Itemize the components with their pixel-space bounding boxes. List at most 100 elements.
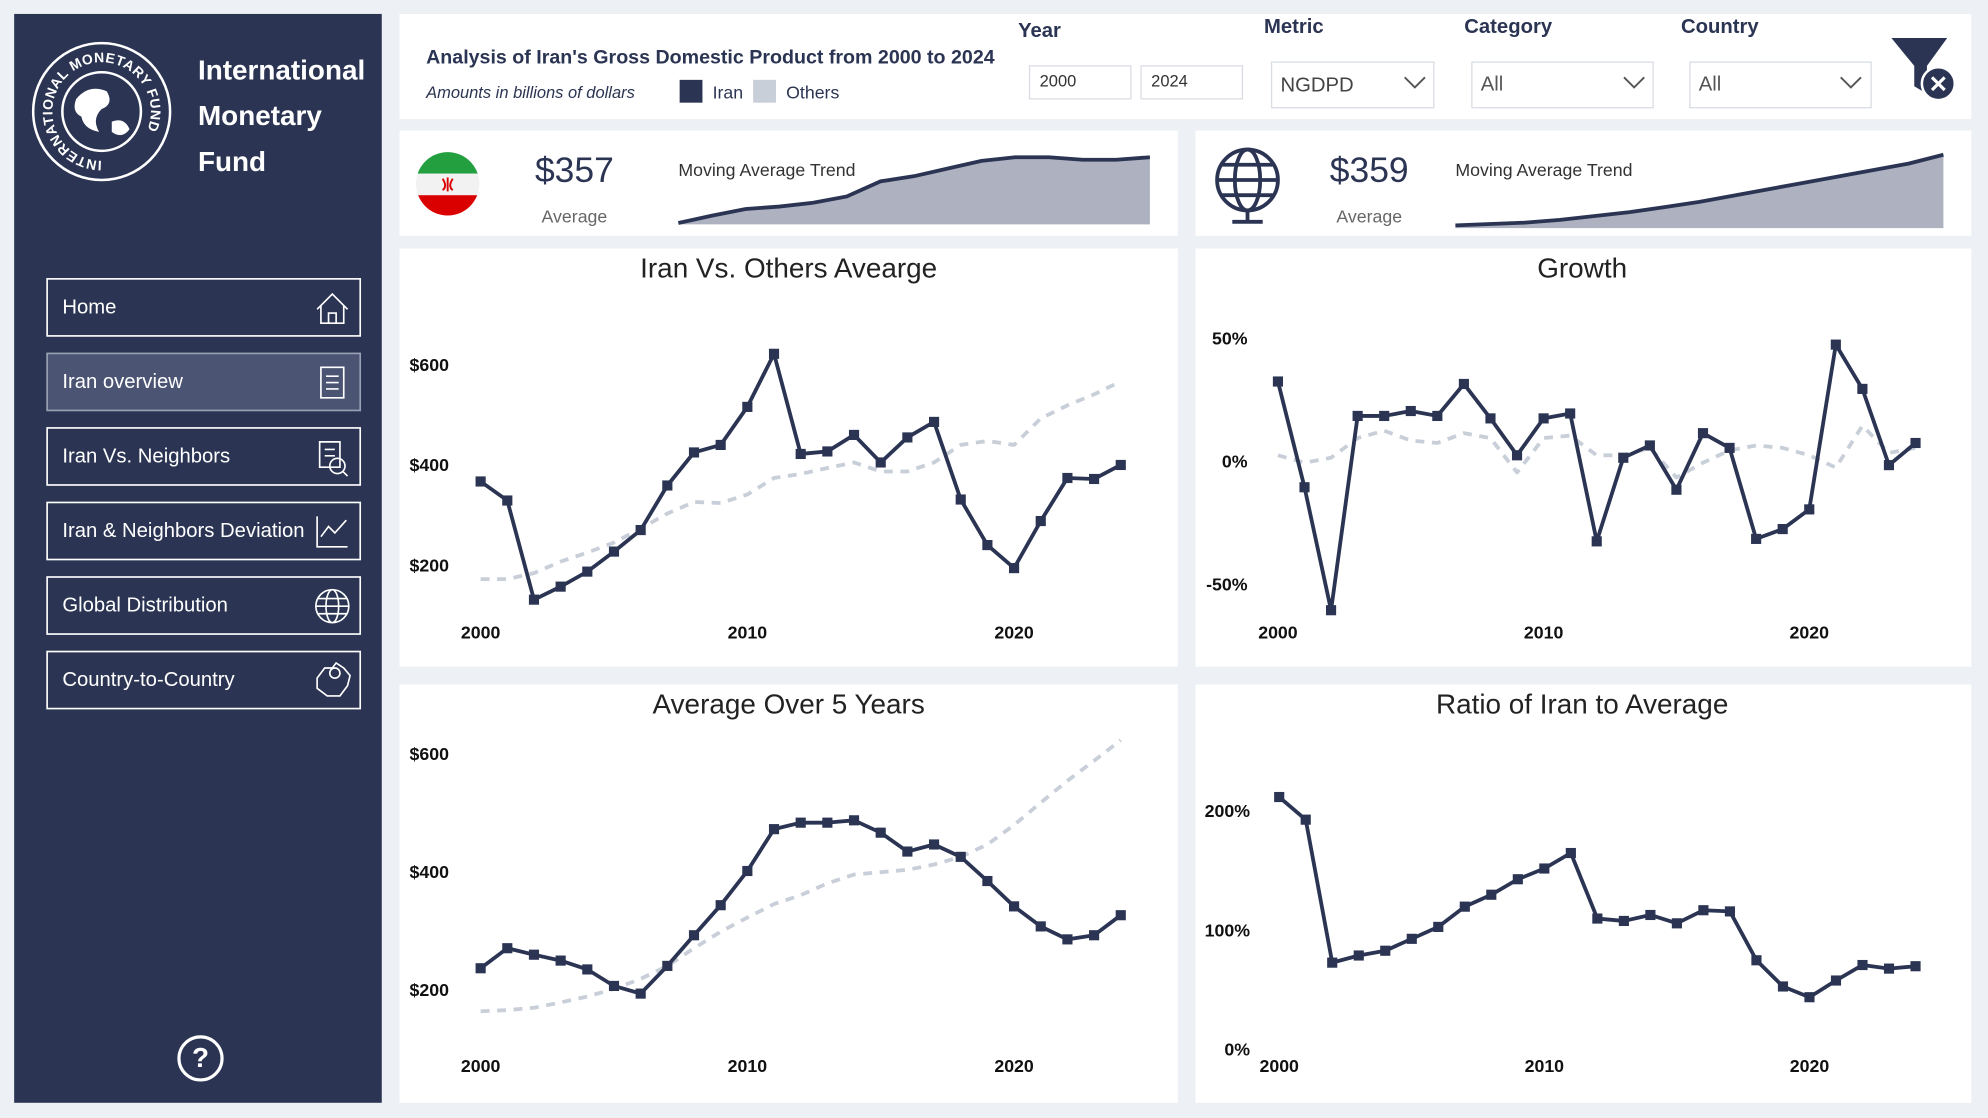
point-marker (1644, 440, 1655, 451)
point-marker (1777, 981, 1789, 992)
y-tick-label: 0% (1224, 1040, 1250, 1060)
category-value: All (1481, 73, 1504, 95)
point-marker (1751, 533, 1762, 544)
chart-panel (1195, 248, 1972, 667)
trend-title: Moving Average Trend (1455, 160, 1632, 180)
filter-label: Metric (1264, 16, 1324, 38)
point-marker (1035, 515, 1046, 527)
point-marker (1486, 889, 1497, 900)
point-marker (902, 846, 913, 857)
point-marker (1459, 901, 1470, 912)
filter-label: Category (1464, 16, 1553, 38)
y-tick-label: 200% (1205, 801, 1251, 821)
point-marker (1272, 376, 1284, 387)
point-marker (1485, 413, 1496, 424)
point-marker (1698, 905, 1709, 916)
nav-button[interactable] (46, 427, 362, 486)
point-marker (1857, 383, 1868, 394)
nav-button[interactable] (46, 501, 362, 561)
point-marker (1379, 410, 1390, 422)
point-marker (1511, 450, 1523, 461)
chevron (1840, 76, 1862, 89)
point-marker (928, 839, 940, 850)
year-to-input[interactable] (1140, 65, 1244, 100)
y-tick-label: 0% (1222, 451, 1248, 471)
y-tick-label: $400 (409, 455, 449, 475)
point-marker (768, 348, 780, 359)
point-marker (475, 476, 486, 487)
point-marker (1751, 955, 1762, 966)
country-dropdown[interactable] (1689, 61, 1872, 109)
point-marker (662, 480, 673, 491)
point-marker (875, 827, 886, 838)
help-button[interactable] (177, 1035, 224, 1082)
point-marker (1830, 339, 1841, 350)
point-marker (1618, 915, 1629, 927)
point-marker (928, 416, 940, 427)
legend-label: Iran (713, 82, 744, 102)
nav-label: Home (62, 296, 116, 318)
point-marker (528, 949, 540, 960)
metric-dropdown[interactable] (1270, 61, 1435, 109)
kpi-label: Average (1336, 207, 1402, 227)
header-title: Analysis of Iran's Gross Domestic Produc… (426, 46, 995, 68)
kpi-value: $357 (535, 150, 614, 190)
x-tick-label: 2020 (994, 622, 1034, 642)
point-marker (1565, 408, 1576, 419)
nav-button[interactable] (46, 278, 362, 337)
point-marker (768, 824, 780, 835)
point-marker (1830, 975, 1842, 986)
nav-button[interactable] (46, 352, 362, 412)
point-marker (502, 943, 513, 954)
x-tick-label: 2010 (728, 1056, 768, 1076)
chart-title: Ratio of Iran to Average (1436, 688, 1728, 719)
trend-line (677, 155, 1151, 225)
y-tick-label: 100% (1205, 920, 1251, 940)
point-marker (1883, 460, 1895, 471)
legend-swatch (753, 79, 776, 103)
point-marker (822, 446, 833, 457)
point-marker (1327, 957, 1338, 968)
point-marker (955, 851, 966, 862)
point-marker (795, 448, 806, 460)
x-tick-label: 2000 (1259, 1056, 1299, 1076)
point-marker (1406, 933, 1417, 944)
globe-icon (1215, 147, 1280, 224)
point-marker (715, 900, 726, 911)
point-marker (1910, 437, 1921, 449)
series-line (480, 379, 1122, 582)
y-tick-label: $200 (409, 555, 449, 575)
point-marker (1089, 930, 1100, 941)
nav-button[interactable] (46, 576, 362, 635)
point-marker (582, 964, 593, 975)
point-marker (475, 963, 486, 974)
point-marker (1697, 428, 1709, 439)
point-marker (555, 581, 566, 592)
point-marker (715, 439, 726, 451)
point-marker (742, 401, 753, 412)
point-marker (1671, 484, 1682, 495)
clear-filters-button[interactable] (1891, 38, 1957, 102)
point-marker (1910, 961, 1921, 972)
help-icon[interactable]: ? (192, 1042, 209, 1073)
year-from-input[interactable] (1028, 65, 1132, 100)
nav-icon (316, 661, 351, 697)
nav-button[interactable] (46, 650, 362, 710)
point-marker (1300, 814, 1311, 825)
point-marker (742, 865, 753, 877)
point-marker (795, 817, 806, 828)
y-tick-label: -50% (1206, 574, 1248, 594)
nav-label: Iran & Neighbors Deviation (62, 520, 304, 542)
chevron (1404, 76, 1426, 89)
category-dropdown[interactable] (1471, 61, 1654, 109)
org-name-line: International (198, 55, 365, 86)
funnel-icon (1891, 38, 1948, 94)
point-marker (1062, 472, 1073, 484)
point-marker (1777, 523, 1788, 535)
nav-label: Iran Vs. Neighbors (62, 445, 230, 467)
trend-line (1455, 152, 1944, 228)
point-marker (1432, 410, 1443, 422)
filter-label: Year (1018, 20, 1061, 42)
x-tick-label: 2010 (728, 622, 768, 642)
